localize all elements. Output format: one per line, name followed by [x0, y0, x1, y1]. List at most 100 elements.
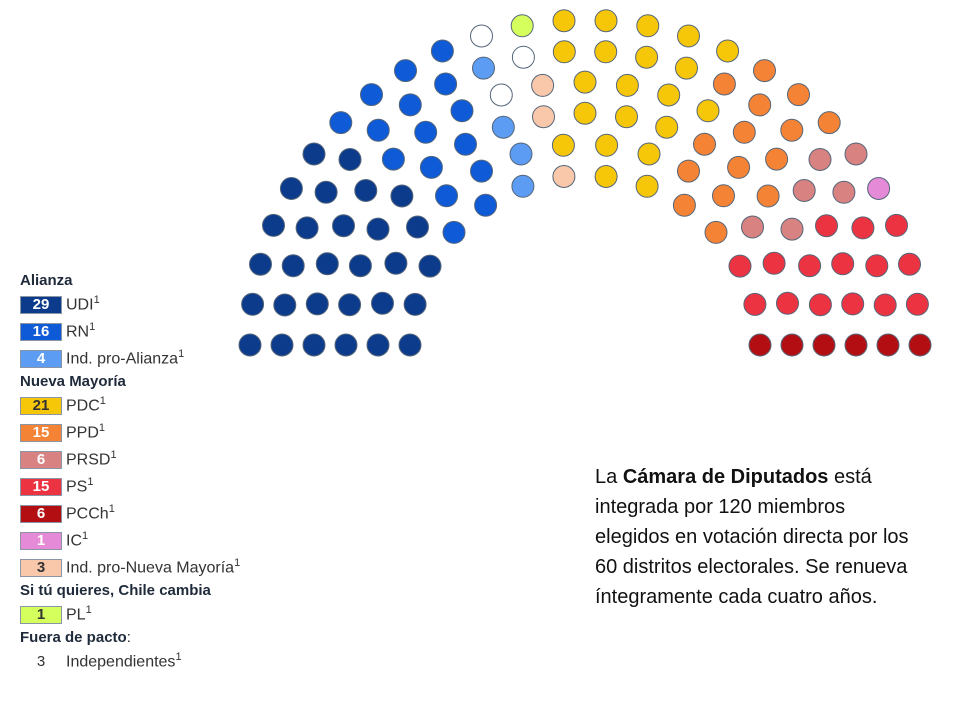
seat-ps [831, 252, 855, 276]
seat-udi [305, 292, 329, 316]
legend-item-rn: 16 RN1 [20, 318, 290, 345]
legend-party-name: UDI [66, 296, 94, 314]
seat-rn [470, 159, 493, 183]
legend-party-label: PL1 [66, 604, 92, 624]
seat-ppd [780, 118, 804, 142]
seat-pdc [677, 24, 700, 48]
seat-udi [403, 292, 427, 316]
seat-udi [279, 177, 303, 200]
seat-udi [366, 217, 390, 241]
legend-party-label: PPD1 [66, 422, 105, 442]
seat-pl [510, 14, 534, 38]
seat-udi [281, 254, 305, 278]
seat-ic [867, 177, 891, 200]
seat-ps [865, 254, 889, 278]
seat-udi [295, 216, 319, 240]
seat-udi [315, 252, 339, 276]
seat-rn [329, 111, 353, 135]
chamber-description: La Cámara de Diputados está integrada po… [595, 462, 915, 612]
legend-party-name: RN [66, 323, 90, 341]
seat-ppd [693, 132, 716, 156]
seat-rn [450, 99, 474, 123]
legend-item-ind-pro-alianza: 4 Ind. pro-Alianza1 [20, 345, 290, 372]
seat-ps [808, 293, 832, 317]
seat-udi [354, 179, 378, 202]
seat-rn [419, 155, 443, 179]
legend-item-ic: 1 IC1 [20, 527, 290, 554]
seat-ind-pro-alianza [511, 174, 535, 198]
legend-party-name: Ind. pro-Nueva Mayoría [66, 559, 235, 577]
seat-pdc [635, 45, 659, 69]
seat-pdc [552, 9, 576, 33]
seat-udi [371, 291, 394, 315]
seat-udi [270, 333, 294, 357]
seat-udi [262, 213, 285, 237]
seat-ps [728, 254, 752, 278]
legend-group-title: Fuera de pacto: [20, 628, 290, 648]
seat-pdc [637, 142, 661, 166]
seat-ind-pro-nueva-mayoria [552, 165, 576, 188]
seat-pcch [844, 333, 868, 357]
seat-ps [841, 292, 865, 316]
legend-item-pl: 1 PL1 [20, 601, 290, 628]
legend-seat-count: 3 [36, 653, 46, 670]
seat-udi [338, 148, 362, 171]
legend-seat-count: 4 [20, 349, 62, 368]
legend-party-name: PPD [66, 424, 99, 442]
seat-ps [851, 216, 875, 240]
seat-prsd [741, 215, 764, 239]
seat-ppd [765, 147, 789, 171]
seat-udi [241, 292, 265, 316]
legend-seat-count: 6 [20, 504, 62, 523]
legend-party-note: 1 [82, 530, 89, 543]
legend-party-name: IC [66, 532, 82, 550]
legend-party-note: 1 [234, 557, 241, 570]
legend-party-note: 1 [178, 348, 185, 361]
seat-ind-pro-alianza [509, 142, 533, 166]
legend-item-udi: 29 UDI1 [20, 291, 290, 318]
seat-pdc [636, 14, 660, 38]
seat-prsd [780, 217, 804, 241]
seat-ppd [756, 184, 780, 208]
legend-party-note: 1 [108, 503, 115, 516]
legend-seat-count: 16 [20, 322, 62, 341]
seat-independientes [489, 83, 513, 107]
legend-seat-count: 1 [20, 605, 62, 624]
seat-pcch [908, 333, 932, 357]
seat-udi [249, 252, 272, 276]
legend-seat-count: 15 [20, 423, 62, 442]
seat-ps [898, 252, 921, 276]
legend-group-title: Nueva Mayoría [20, 372, 290, 392]
seat-rn [442, 220, 466, 244]
legend-party-label: PS1 [66, 476, 93, 496]
legend-group-title-text: Si tú quieres, Chile cambia [20, 582, 211, 599]
legend-party-note: 1 [93, 294, 100, 307]
seat-ppd [787, 83, 810, 107]
legend-party-label: UDI1 [66, 294, 100, 314]
seat-ppd [712, 72, 736, 96]
legend-party-note: 1 [98, 422, 106, 435]
legend-party-label: PDC1 [66, 395, 106, 415]
legend-item-pcch: 6 PCCh1 [20, 500, 290, 527]
seat-prsd [832, 180, 856, 204]
seat-ind-pro-alianza [472, 56, 495, 80]
legend-item-independientes: 3 Independientes1 [20, 648, 290, 675]
seat-udi [273, 293, 297, 317]
seat-pdc [615, 73, 639, 97]
legend-group-title: Alianza [20, 271, 290, 291]
seat-prsd [844, 142, 868, 166]
seat-ind-pro-nueva-mayoria [531, 73, 555, 97]
seat-udi [332, 214, 355, 238]
seat-udi [334, 333, 358, 357]
seat-ps [885, 213, 908, 237]
seat-ps [873, 293, 897, 317]
seat-pdc [696, 99, 720, 123]
seat-udi [384, 251, 408, 275]
seat-ppd [817, 111, 841, 135]
seat-pcch [812, 333, 836, 357]
legend-party-label: RN1 [66, 321, 95, 341]
seat-ppd [732, 120, 756, 144]
seat-ind-pro-nueva-mayoria [532, 105, 555, 129]
seat-rn [398, 93, 422, 117]
